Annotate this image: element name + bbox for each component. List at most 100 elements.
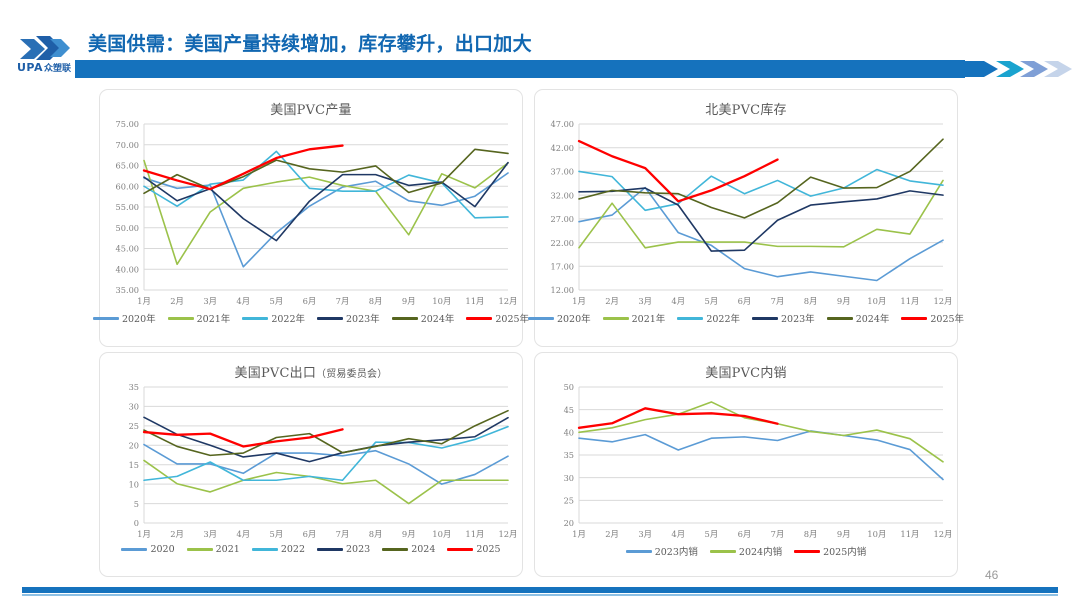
legend-swatch-icon: [167, 316, 194, 320]
legend-swatch-icon: [466, 316, 493, 320]
svg-text:1月: 1月: [137, 529, 151, 539]
legend-label: 2021年: [196, 314, 231, 325]
legend-label: 2025年: [495, 314, 530, 325]
legend-label: 2020年: [121, 314, 156, 325]
page-title: 美国供需：美国产量持续增加，库存攀升，出口加大: [88, 33, 532, 55]
svg-text:4月: 4月: [671, 529, 685, 539]
header-accent-bar: [75, 60, 965, 78]
svg-text:12月: 12月: [498, 296, 517, 306]
legend-item[interactable]: 2025: [447, 544, 501, 555]
svg-text:9月: 9月: [837, 296, 851, 306]
legend-swatch-icon: [92, 316, 119, 320]
svg-text:32.00: 32.00: [551, 190, 574, 200]
svg-text:15: 15: [129, 460, 139, 470]
upa-logo: UPA 众塑联: [14, 26, 80, 76]
svg-text:12月: 12月: [498, 529, 517, 539]
svg-text:7月: 7月: [771, 296, 785, 306]
legend-item[interactable]: 2021年: [602, 311, 665, 325]
chart-title-production: 美国PVC产量: [100, 90, 522, 118]
svg-text:3月: 3月: [203, 529, 217, 539]
svg-text:37.00: 37.00: [551, 167, 574, 177]
legend-domestic: 2023内销 2024内销 2025内销: [535, 544, 957, 558]
legend-label: 2023内销: [654, 547, 698, 558]
svg-text:4月: 4月: [236, 296, 250, 306]
svg-text:8月: 8月: [369, 529, 383, 539]
legend-item[interactable]: 2023年: [317, 311, 380, 325]
svg-text:12月: 12月: [933, 296, 952, 306]
svg-text:17.00: 17.00: [551, 261, 574, 271]
legend-swatch-icon: [447, 548, 474, 551]
legend-swatch-icon: [382, 548, 409, 551]
legend-item[interactable]: 2023: [317, 544, 370, 555]
chart-card-domestic: 美国PVC内销 20 25 30 35 40 45 50 1月 2月 3月 4月 5月 6月 7月 8月 9月…: [534, 352, 958, 577]
legend-item[interactable]: 2024: [382, 544, 435, 555]
svg-text:1月: 1月: [572, 296, 586, 306]
legend-item[interactable]: 2021年: [167, 311, 231, 325]
legend-item[interactable]: 2020: [121, 544, 175, 555]
svg-text:35.00: 35.00: [116, 285, 139, 295]
legend-item[interactable]: 2021: [186, 544, 240, 555]
svg-text:30: 30: [564, 473, 574, 483]
svg-text:22.00: 22.00: [551, 238, 574, 248]
svg-text:众塑联: 众塑联: [44, 62, 72, 74]
svg-text:8月: 8月: [804, 296, 818, 306]
legend-item[interactable]: 2025内销: [794, 544, 866, 558]
svg-text:5: 5: [134, 499, 139, 509]
svg-text:6月: 6月: [738, 529, 752, 539]
logo-chevron-mark: [20, 36, 70, 60]
chart-card-export: 美国PVC出口（贸易委员会） 0 5 10 15 20 25 30 35 1月 2月 3月 4月 5月 6…: [99, 352, 523, 577]
svg-text:0: 0: [134, 518, 139, 528]
legend-item[interactable]: 2025年: [466, 311, 529, 325]
legend-item[interactable]: 2022年: [677, 311, 740, 325]
svg-text:3月: 3月: [203, 296, 217, 306]
legend-swatch-icon: [317, 548, 343, 551]
svg-text:10月: 10月: [432, 529, 451, 539]
svg-text:11月: 11月: [900, 529, 919, 539]
svg-text:10月: 10月: [432, 296, 451, 306]
legend-item[interactable]: 2024内销: [709, 544, 782, 558]
svg-text:9月: 9月: [402, 529, 416, 539]
legend-item[interactable]: 2022年: [242, 311, 305, 325]
legend-swatch-icon: [602, 316, 629, 320]
svg-text:5月: 5月: [705, 529, 719, 539]
legend-label: 2023年: [781, 314, 815, 325]
plot-production: 35.00 40.00 45.00 50.00 55.00 60.00 65.00 70.00…: [100, 118, 522, 310]
svg-text:6月: 6月: [303, 529, 317, 539]
svg-text:70.00: 70.00: [116, 140, 139, 150]
legend-swatch-icon: [317, 316, 343, 320]
legend-item[interactable]: 2020年: [527, 311, 591, 325]
svg-text:11月: 11月: [900, 296, 919, 306]
chart-card-production: 美国PVC产量 35.00 40.00 45.00 50.00 55.00 60.00 65…: [92, 89, 529, 347]
svg-text:5月: 5月: [270, 296, 284, 306]
chart-title-domestic: 美国PVC内销: [535, 353, 957, 381]
legend-swatch-icon: [242, 316, 269, 320]
legend-item[interactable]: 2023年: [752, 311, 815, 325]
legend-swatch-icon: [391, 316, 418, 320]
legend-item[interactable]: 2024年: [391, 311, 455, 325]
legend-label: 2022: [280, 544, 305, 555]
legend-item[interactable]: 2025年: [901, 311, 964, 325]
svg-text:UPA: UPA: [17, 61, 43, 74]
legend-item[interactable]: 2022: [251, 544, 305, 555]
svg-text:2月: 2月: [605, 529, 619, 539]
legend-item[interactable]: 2023内销: [625, 544, 698, 558]
legend-label: 2025内销: [823, 547, 867, 558]
legend-label: 2024年: [420, 314, 455, 325]
header-chevron-decoration: [962, 57, 1074, 81]
legend-item[interactable]: 2024年: [826, 311, 889, 325]
svg-text:50.00: 50.00: [116, 223, 139, 233]
chart-title-text: 北美PVC库存: [705, 103, 787, 118]
svg-text:25: 25: [129, 421, 139, 431]
chart-title-export: 美国PVC出口（贸易委员会）: [100, 353, 522, 381]
legend-swatch-icon: [121, 548, 148, 551]
legend-label: 2022年: [271, 314, 305, 325]
legend-item[interactable]: 2020年: [92, 311, 156, 325]
legend-swatch-icon: [625, 549, 652, 553]
svg-text:10月: 10月: [867, 529, 886, 539]
svg-text:5月: 5月: [270, 529, 284, 539]
legend-label: 2024: [411, 544, 436, 555]
svg-text:1月: 1月: [572, 529, 586, 539]
legend-swatch-icon: [901, 316, 928, 320]
chart-card-inventory: 北美PVC库存 12.00 17.00 22.00 27.00 32.00 37.00 42…: [527, 89, 964, 347]
legend-label: 2023年: [346, 314, 380, 325]
